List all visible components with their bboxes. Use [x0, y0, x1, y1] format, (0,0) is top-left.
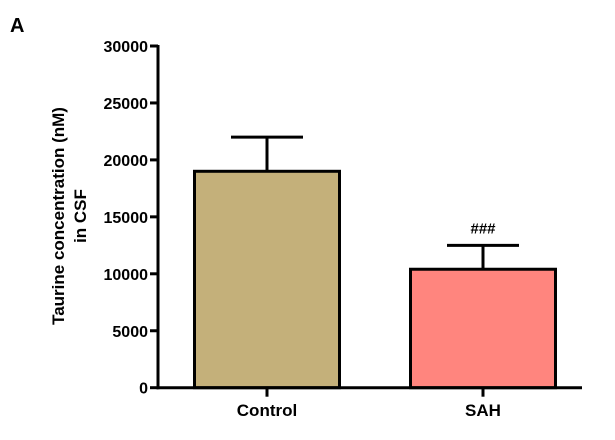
significance-annotation: ###	[470, 220, 496, 237]
y-tick-label: 25000	[104, 96, 149, 113]
x-tick-label-sah: SAH	[465, 401, 501, 420]
y-tick-label: 5000	[112, 324, 148, 341]
y-tick-label: 10000	[104, 267, 149, 284]
bar-sah	[409, 267, 557, 390]
x-tick-label-control: Control	[237, 401, 297, 420]
y-tick-label: 15000	[104, 210, 149, 227]
y-tick-label: 30000	[104, 39, 149, 56]
bar-control	[193, 169, 341, 390]
y-axis-label-line1: Taurine concentration (nM)	[49, 107, 68, 325]
y-tick-label: 20000	[104, 153, 149, 170]
y-tick-label: 0	[139, 381, 148, 398]
panel-label: A	[10, 15, 24, 37]
y-axis-label-line2: in CSF	[71, 189, 90, 243]
